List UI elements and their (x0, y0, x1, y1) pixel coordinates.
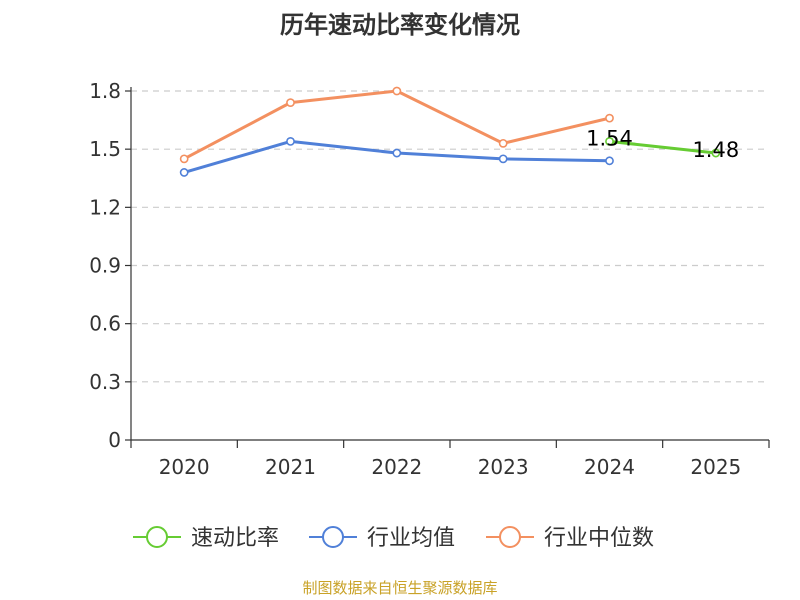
series-layer (179, 86, 721, 177)
data-labels: 1.54 1.48 (586, 126, 739, 162)
chart-title: 历年速动比率变化情况 (280, 11, 520, 39)
y-tick-label: 0.9 (89, 254, 121, 278)
legend-marker (322, 526, 344, 548)
data-point (286, 98, 295, 108)
y-axis: 0 0.3 0.6 0.9 1.2 1.5 1.8 (89, 79, 132, 452)
y-tick-label: 1.2 (89, 195, 121, 219)
legend: 速动比率 行业均值 行业中位数 (133, 526, 654, 551)
y-tick-label: 0.3 (89, 370, 121, 394)
grid-lines (131, 90, 769, 383)
data-point (498, 154, 508, 164)
data-label: 1.48 (692, 138, 739, 162)
legend-marker (499, 526, 521, 548)
y-tick-label: 0 (108, 428, 121, 452)
legend-marker (146, 526, 168, 548)
x-tick-label: 2020 (159, 455, 210, 479)
data-point (498, 138, 508, 148)
data-point (605, 137, 614, 146)
x-axis: 2020 2021 2022 2023 2024 2025 (130, 439, 770, 479)
series-line (609, 139, 716, 155)
data-point (605, 156, 614, 166)
x-tick-label: 2024 (584, 455, 635, 479)
x-tick-label: 2022 (371, 455, 422, 479)
source-note: 制图数据来自恒生聚源数据库 (302, 579, 497, 597)
legend-label: 速动比率 (191, 526, 279, 551)
y-tick-label: 1.8 (89, 79, 121, 103)
data-point (711, 148, 721, 158)
data-point (392, 148, 402, 158)
data-point (392, 86, 402, 96)
y-tick-label: 1.5 (89, 137, 121, 161)
x-tick-label: 2023 (478, 455, 529, 479)
legend-label: 行业中位数 (544, 526, 654, 551)
y-tick-label: 0.6 (89, 312, 121, 336)
data-point (179, 168, 189, 177)
data-label: 1.54 (586, 126, 633, 150)
legend-label: 行业均值 (367, 526, 455, 551)
data-point (179, 154, 189, 164)
x-tick-label: 2025 (690, 455, 741, 479)
data-point (605, 113, 614, 123)
data-point (286, 137, 295, 146)
x-tick-label: 2021 (265, 455, 316, 479)
